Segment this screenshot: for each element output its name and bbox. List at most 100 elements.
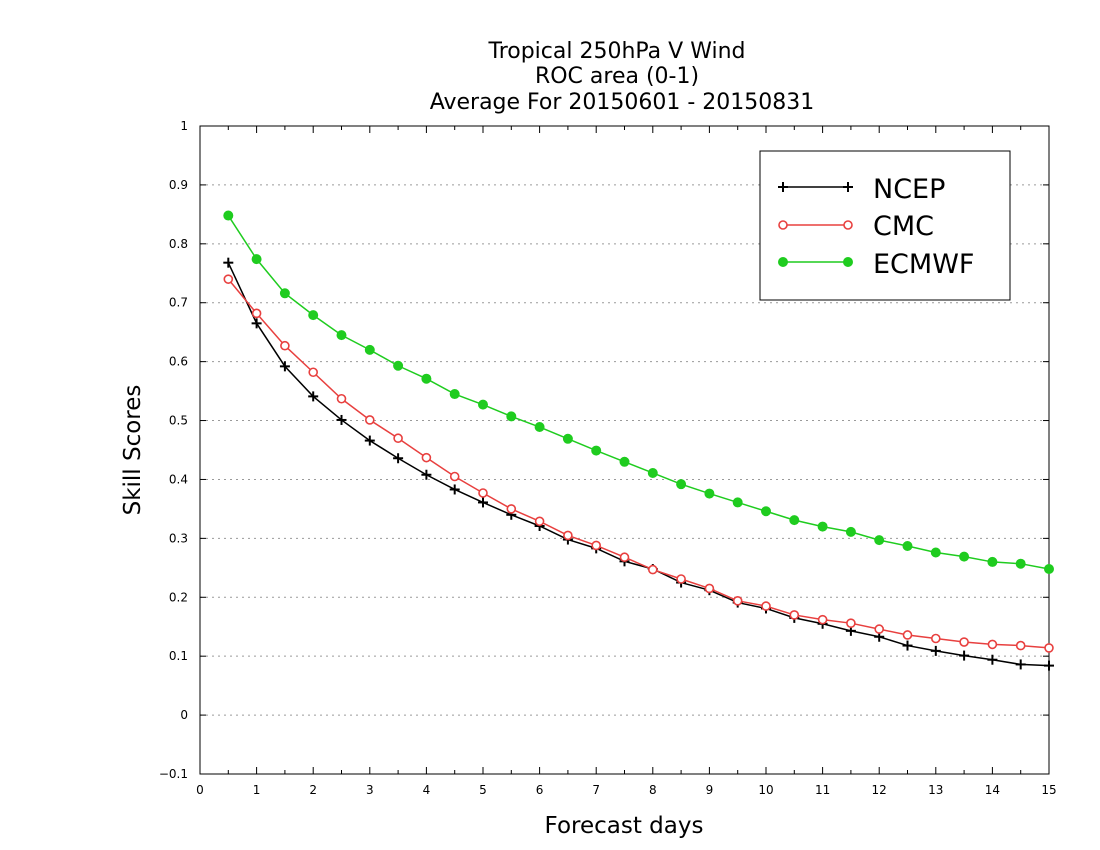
data-point-cmc [902,630,913,640]
data-point-ncep [336,414,347,425]
y-tick-label: 1 [180,119,188,133]
data-point-ecmwf [930,547,941,558]
data-point-cmc [223,274,234,284]
data-point-cmc [449,471,460,482]
data-point-ecmwf [506,411,517,422]
data-point-ecmwf [874,535,885,546]
data-point-ecmwf [1015,558,1026,569]
data-point-ecmwf [534,422,545,433]
data-point-cmc [421,452,432,463]
legend-marker [843,257,853,267]
title-line-2: ROC area (0-1) [535,64,699,89]
data-point-ncep [478,497,488,508]
y-tick-label: 0.8 [169,237,188,251]
y-tick-label: −0.1 [159,767,188,781]
data-point-ecmwf [761,506,771,517]
x-tick-label: 2 [309,783,317,797]
data-point-ecmwf [393,360,404,371]
legend-label-ncep: NCEP [873,174,945,205]
data-point-cmc [563,530,573,541]
data-point-ncep [223,257,234,268]
data-point-ecmwf [251,254,262,265]
x-tick-label: 10 [758,783,773,797]
data-point-ncep [930,645,941,656]
series-ncep [223,257,1054,671]
data-point-cmc [506,504,517,514]
legend-marker [843,182,853,192]
data-point-ncep [364,435,375,446]
series-line-cmc [227,278,1050,649]
data-point-ecmwf [1044,563,1054,574]
x-axis-label: Forecast days [545,813,704,839]
legend-label-ecmwf: ECMWF [873,249,974,280]
data-point-ncep [251,318,262,329]
x-tick-label: 5 [479,783,487,797]
data-point-ecmwf [308,310,319,321]
legend-marker [778,257,788,267]
data-point-cmc [676,574,686,584]
data-point-cmc [393,433,403,444]
x-tick-label: 15 [1041,783,1056,797]
title-line-3: Average For 20150601 - 20150831 [430,90,815,115]
data-point-ncep [449,484,460,495]
data-point-ecmwf [959,551,970,562]
data-point-ecmwf [336,330,347,341]
x-tick-label: 1 [253,783,261,797]
legend-label-cmc: CMC [873,211,934,242]
x-tick-label: 9 [706,783,714,797]
data-point-ecmwf [421,373,432,384]
data-point-cmc [846,618,856,628]
x-tick-label: 12 [872,783,887,797]
data-point-ecmwf [732,497,743,508]
data-point-ecmwf [845,526,856,537]
series-cmc [223,274,1054,653]
y-tick-label: 0.1 [169,649,188,663]
legend-marker [843,220,853,230]
y-tick-label: 0.6 [169,355,188,369]
data-point-ecmwf [364,344,375,355]
data-point-cmc [251,308,262,319]
series-line-ncep [227,262,1050,667]
legend-swatch-ecmwf [778,257,853,267]
data-point-ecmwf [987,556,998,567]
x-tick-label: 6 [536,783,544,797]
y-axis-label: Skill Scores [120,385,146,516]
data-point-cmc [280,340,290,351]
data-point-ecmwf [817,521,828,532]
data-point-ecmwf [591,445,602,456]
data-point-ncep [1015,659,1026,670]
data-point-ecmwf [223,210,234,221]
data-point-cmc [761,601,771,611]
data-point-ecmwf [478,399,488,410]
legend-marker [778,220,788,230]
data-point-ecmwf [704,488,715,499]
data-point-cmc [987,639,998,650]
data-point-cmc [732,596,743,606]
data-point-ecmwf [902,541,913,552]
series-ecmwf [223,210,1054,574]
x-tick-label: 14 [985,783,1000,797]
data-point-ncep [959,650,970,661]
data-point-ecmwf [676,479,687,490]
legend-swatch-ncep [778,182,853,192]
data-point-cmc [874,624,885,634]
data-point-cmc [789,610,800,620]
data-point-cmc [959,637,969,647]
data-point-cmc [534,516,545,527]
y-tick-label: 0.2 [169,590,188,604]
data-point-ecmwf [647,467,658,478]
data-point-cmc [647,564,658,575]
data-point-ncep [421,469,432,480]
x-tick-label: 11 [815,783,830,797]
data-point-ncep [987,654,998,665]
data-point-ncep [393,453,404,464]
axis-ticks: −0.100.10.20.30.40.50.60.70.80.910 1 2 3 4 5 6… [159,119,1057,797]
data-point-ecmwf [619,456,630,467]
legend: NCEP CMC ECMWF [759,150,1011,301]
x-tick-label: 3 [366,783,374,797]
y-tick-label: 0.9 [169,178,188,192]
y-tick-label: 0.3 [169,531,188,545]
x-tick-label: 7 [592,783,600,797]
data-point-cmc [478,488,488,498]
